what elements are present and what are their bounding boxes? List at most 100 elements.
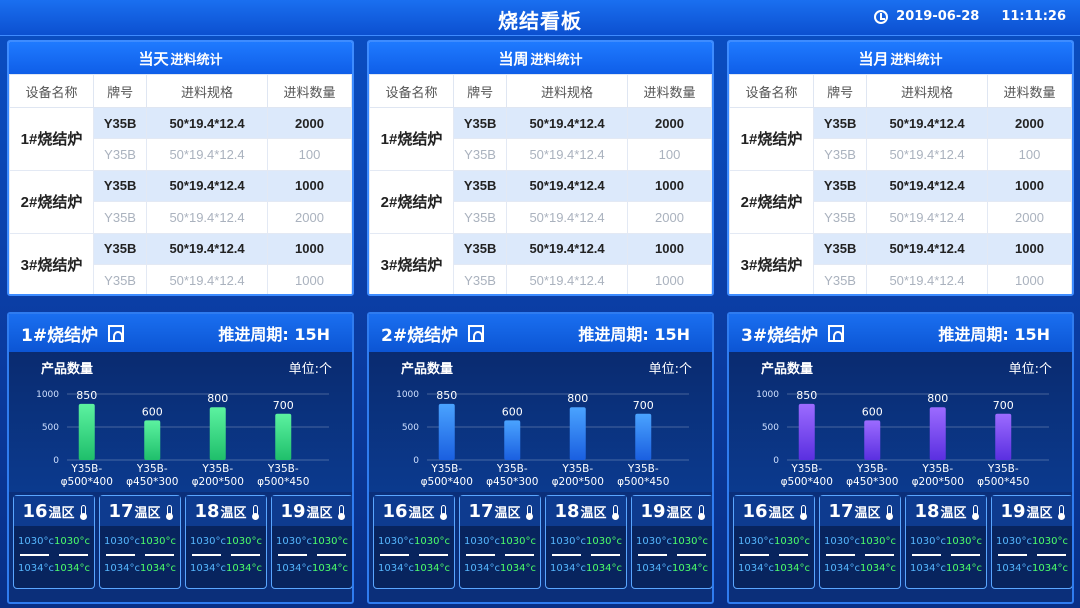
bar[interactable] bbox=[209, 407, 226, 460]
table-row[interactable]: Y35B 50*19.4*12.4 2000 bbox=[730, 201, 1072, 234]
spec-cell: 50*19.4*12.4 bbox=[506, 169, 628, 203]
temp-zone-card[interactable]: 16 温区 1030°c 1030°c 1034°c 1034°c bbox=[373, 495, 455, 589]
table-row[interactable]: 1#烧结炉 Y35B 50*19.4*12.4 2000 bbox=[729, 106, 1072, 171]
temp-zone-card[interactable]: 16 温区 1030°c 1030°c 1034°c 1034°c bbox=[733, 495, 815, 589]
zone-number: 17 bbox=[108, 500, 134, 522]
x-tick-label: Y35B- bbox=[627, 463, 659, 475]
stats-panel-title: 当月 进料统计 bbox=[729, 42, 1072, 74]
zone-temp-set-2: 1034°c bbox=[910, 563, 946, 574]
temp-zone-card[interactable]: 17 温区 1030°c 1030°c 1034°c 1034°c bbox=[819, 495, 901, 589]
table-row[interactable]: Y35B 50*19.4*12.4 2000 bbox=[10, 201, 352, 234]
panel-title-main: 当周 bbox=[498, 49, 529, 68]
zone-list: 16 温区 1030°c 1030°c 1034°c 1034°c 17 温区 … bbox=[9, 492, 352, 589]
bar[interactable] bbox=[864, 420, 881, 460]
table-row[interactable]: Y35B 50*19.4*12.4 1000 bbox=[10, 263, 352, 294]
zone-temp-actual-2: 1034°c bbox=[312, 563, 348, 574]
thermometer-icon bbox=[337, 505, 345, 520]
zone-temp-actual: 1030°c bbox=[140, 536, 176, 547]
qty-cell: 2000 bbox=[266, 106, 352, 140]
zone-temp-actual: 1030°c bbox=[860, 536, 896, 547]
zone-divider bbox=[906, 549, 986, 561]
table-row[interactable]: Y35B 50*19.4*12.4 1000 bbox=[370, 263, 712, 294]
spec-cell: 50*19.4*12.4 bbox=[506, 138, 628, 171]
zone-label: 温区 bbox=[494, 505, 521, 521]
zone-label: 温区 bbox=[666, 505, 693, 521]
table-row[interactable]: Y35B 50*19.4*12.4 100 bbox=[370, 138, 712, 171]
zone-divider bbox=[100, 549, 180, 561]
temp-zone-card[interactable]: 17 温区 1030°c 1030°c 1034°c 1034°c bbox=[459, 495, 541, 589]
bar[interactable] bbox=[569, 407, 586, 460]
stats-panel-2: 当周 进料统计 设备名称 牌号 进料规格 进料数量 1#烧结炉 Y35B 50*19.4*… bbox=[367, 40, 714, 296]
zone-temp-actual: 1030°c bbox=[226, 536, 262, 547]
table-row[interactable]: 3#烧结炉 Y35B 50*19.4*12.4 1000 bbox=[729, 232, 1072, 294]
bar[interactable] bbox=[995, 413, 1012, 460]
table-row[interactable]: 2#烧结炉 Y35B 50*19.4*12.4 1000 bbox=[9, 169, 352, 234]
bar-value-label: 600 bbox=[862, 405, 883, 418]
zone-temp-set-2: 1034°c bbox=[996, 563, 1032, 574]
table-row[interactable]: Y35B 50*19.4*12.4 1000 bbox=[730, 263, 1072, 294]
table-row[interactable]: 1#烧结炉 Y35B 50*19.4*12.4 2000 bbox=[369, 106, 712, 171]
grade-cell: Y35B bbox=[92, 138, 148, 171]
zone-temp-actual-2: 1034°c bbox=[774, 563, 810, 574]
temp-zone-card[interactable]: 18 温区 1030°c 1030°c 1034°c 1034°c bbox=[905, 495, 987, 589]
temp-zone-card[interactable]: 18 温区 1030°c 1030°c 1034°c 1034°c bbox=[185, 495, 267, 589]
table-row[interactable]: 2#烧结炉 Y35B 50*19.4*12.4 1000 bbox=[729, 169, 1072, 234]
table-row[interactable]: 3#烧结炉 Y35B 50*19.4*12.4 1000 bbox=[369, 232, 712, 294]
zone-temp-set: 1030°c bbox=[996, 536, 1032, 547]
zone-header: 18 温区 bbox=[186, 496, 266, 526]
zone-number: 17 bbox=[468, 500, 494, 522]
bar[interactable] bbox=[144, 420, 161, 460]
x-tick-label: Y35B- bbox=[921, 463, 953, 475]
table-row[interactable]: 1#烧结炉 Y35B 50*19.4*12.4 2000 bbox=[9, 106, 352, 171]
bar[interactable] bbox=[929, 407, 946, 460]
temp-zone-card[interactable]: 19 温区 1030°c 1030°c 1034°c 1034°c bbox=[991, 495, 1072, 589]
bar[interactable] bbox=[78, 403, 95, 460]
zone-divider bbox=[632, 549, 712, 561]
temp-zone-card[interactable]: 17 温区 1030°c 1030°c 1034°c 1034°c bbox=[99, 495, 181, 589]
temp-zone-card[interactable]: 18 温区 1030°c 1030°c 1034°c 1034°c bbox=[545, 495, 627, 589]
zone-temp-actual-2: 1034°c bbox=[54, 563, 90, 574]
spec-cell: 50*19.4*12.4 bbox=[146, 232, 268, 265]
zone-label: 温区 bbox=[854, 505, 881, 521]
grade-cell: Y35B bbox=[452, 106, 508, 140]
zone-label: 温区 bbox=[48, 505, 75, 521]
grade-cell: Y35B bbox=[92, 263, 148, 294]
bar[interactable] bbox=[798, 403, 815, 460]
stats-table: 设备名称 牌号 进料规格 进料数量 1#烧结炉 Y35B 50*19.4*12.4 200… bbox=[369, 74, 712, 294]
qty-cell: 1000 bbox=[986, 232, 1072, 265]
zone-temp-set: 1030°c bbox=[824, 536, 860, 547]
x-tick-label: φ500*450 bbox=[977, 476, 1029, 488]
stats-panel-3: 当月 进料统计 设备名称 牌号 进料规格 进料数量 1#烧结炉 Y35B 50*19.4*… bbox=[727, 40, 1074, 296]
bar[interactable] bbox=[635, 413, 652, 460]
bar[interactable] bbox=[504, 420, 521, 460]
table-row[interactable]: 3#烧结炉 Y35B 50*19.4*12.4 1000 bbox=[9, 232, 352, 294]
zone-temp-set: 1030°c bbox=[910, 536, 946, 547]
bar[interactable] bbox=[275, 413, 292, 460]
x-tick-label: φ500*400 bbox=[781, 476, 833, 488]
chart-unit: 单位:个 bbox=[1008, 362, 1052, 377]
table-row[interactable]: Y35B 50*19.4*12.4 2000 bbox=[370, 201, 712, 234]
qty-cell: 1000 bbox=[266, 169, 352, 203]
y-tick-label: 0 bbox=[53, 456, 59, 466]
temp-zone-card[interactable]: 19 温区 1030°c 1030°c 1034°c 1034°c bbox=[631, 495, 712, 589]
y-tick-label: 0 bbox=[413, 456, 419, 466]
zone-label: 温区 bbox=[768, 505, 795, 521]
temp-zone-card[interactable]: 16 温区 1030°c 1030°c 1034°c 1034°c bbox=[13, 495, 95, 589]
product-chart: 产品数量 单位:个 0 500 1000 850 Y35B-φ500*400 600 Y35… bbox=[369, 352, 712, 492]
table-row[interactable]: 2#烧结炉 Y35B 50*19.4*12.4 1000 bbox=[369, 169, 712, 234]
zone-temp-set-2: 1034°c bbox=[824, 563, 860, 574]
zone-header: 19 温区 bbox=[992, 496, 1072, 526]
qty-cell: 1000 bbox=[986, 263, 1072, 294]
x-tick-label: φ500*450 bbox=[257, 476, 309, 488]
zone-divider bbox=[272, 549, 352, 561]
zone-temp-actual-2: 1034°c bbox=[586, 563, 622, 574]
chart-title: 产品数量 bbox=[401, 362, 454, 377]
table-row[interactable]: Y35B 50*19.4*12.4 100 bbox=[10, 138, 352, 171]
qty-cell: 1000 bbox=[986, 169, 1072, 203]
temp-zone-card[interactable]: 19 温区 1030°c 1030°c 1034°c 1034°c bbox=[271, 495, 352, 589]
x-tick-label: Y35B- bbox=[136, 463, 168, 475]
table-row[interactable]: Y35B 50*19.4*12.4 100 bbox=[730, 138, 1072, 171]
thermometer-icon bbox=[799, 505, 807, 520]
stats-panel-1: 当天 进料统计 设备名称 牌号 进料规格 进料数量 1#烧结炉 Y35B 50*19.4*… bbox=[7, 40, 354, 296]
bar[interactable] bbox=[438, 403, 455, 460]
